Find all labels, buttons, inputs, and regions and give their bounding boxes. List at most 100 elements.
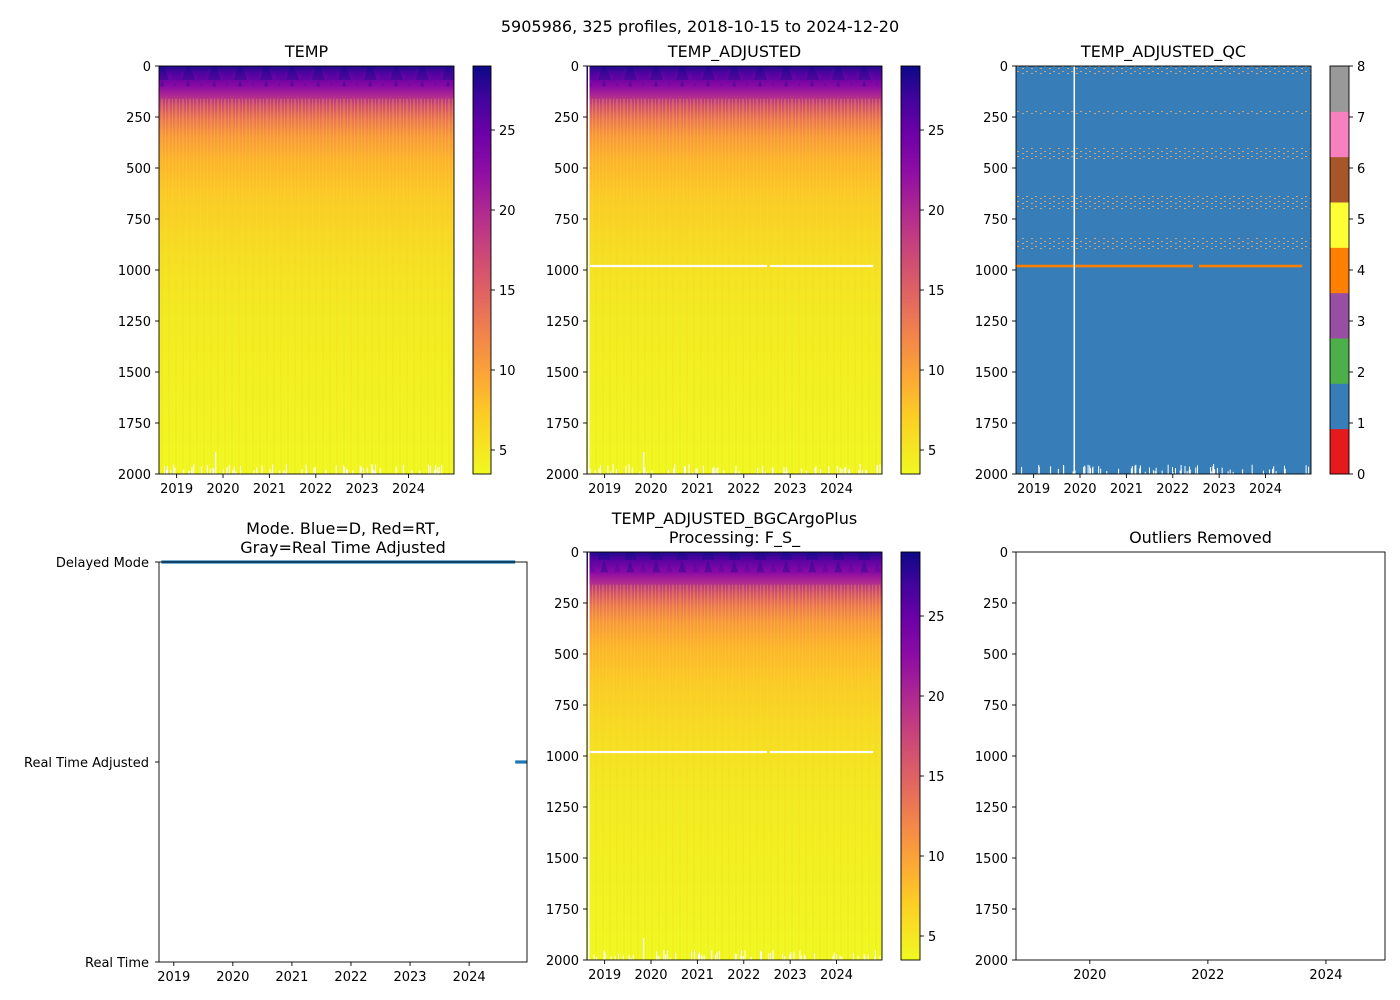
- x-tick-label: 2021: [275, 970, 308, 985]
- missing-bottom-tick: [845, 466, 847, 474]
- colorbar-frame: [472, 65, 492, 475]
- panel-mode: Mode. Blue=D, Red=RT,Gray=Real Time Adju…: [24, 519, 528, 985]
- panel-title-line: Processing: F_S_: [669, 528, 801, 548]
- x-tick-label: 2024: [1249, 482, 1282, 497]
- missing-bottom-tick: [1154, 470, 1156, 474]
- missing-bottom-tick: [630, 957, 632, 960]
- y-tick-label: 500: [983, 162, 1008, 177]
- missing-bottom-tick: [183, 469, 185, 474]
- axes-frame: [158, 561, 528, 963]
- missing-bottom-tick: [772, 468, 774, 474]
- missing-bottom-tick: [1072, 471, 1074, 474]
- x-tick-label: 2022: [727, 968, 760, 983]
- missing-bottom-tick: [1189, 469, 1191, 474]
- x-tick-label: 2021: [681, 482, 714, 497]
- missing-bottom-tick: [852, 953, 854, 960]
- missing-bottom-tick: [879, 956, 881, 960]
- y-tick-label: 0: [1000, 546, 1008, 561]
- missing-bottom-tick: [1021, 466, 1023, 474]
- y-tick-label: 1250: [975, 315, 1008, 330]
- missing-bottom-tick: [191, 467, 193, 474]
- missing-bottom-tick: [285, 464, 287, 474]
- missing-bottom-tick: [166, 469, 168, 474]
- missing-bottom-tick: [1273, 466, 1275, 474]
- missing-bottom-tick: [874, 957, 876, 960]
- missing-bottom-tick: [761, 469, 763, 474]
- missing-bottom-tick: [167, 465, 169, 474]
- panel-title-line: TEMP_ADJUSTED_BGCArgoPlus: [611, 509, 857, 529]
- colorbar-tick-label: 10: [928, 850, 945, 865]
- missing-bottom-tick: [1130, 468, 1132, 474]
- missing-bottom-tick: [1179, 470, 1181, 474]
- missing-bottom-tick: [643, 938, 645, 960]
- missing-bottom-tick: [656, 951, 658, 960]
- qc-flag8-band: [1016, 109, 1311, 116]
- missing-bottom-tick: [761, 951, 763, 960]
- missing-bottom-tick: [769, 952, 771, 960]
- y-tick-label: 250: [983, 597, 1008, 612]
- colorbar-flag-segment: [1330, 338, 1349, 384]
- missing-bottom-tick: [1180, 469, 1182, 474]
- y-tick-label: 1500: [546, 852, 579, 867]
- missing-bottom-tick: [1139, 468, 1141, 474]
- missing-bottom-tick: [253, 470, 255, 474]
- x-tick-label: 2022: [1191, 968, 1224, 983]
- panel-title: TEMP: [284, 42, 329, 61]
- missing-bottom-tick: [1262, 470, 1264, 474]
- qc-flag8-band: [1016, 194, 1311, 211]
- y-tick-label: 500: [126, 162, 151, 177]
- y-tick-label: Real Time Adjusted: [24, 756, 149, 771]
- qc-flag8-band: [1016, 237, 1311, 250]
- missing-bottom-tick: [170, 469, 172, 474]
- y-tick-label: 500: [554, 162, 579, 177]
- missing-bottom-tick: [335, 465, 337, 474]
- missing-bottom-tick: [738, 471, 740, 474]
- missing-bottom-tick: [1221, 467, 1223, 474]
- y-tick-label: 1750: [546, 417, 579, 432]
- missing-bottom-tick: [1131, 466, 1133, 474]
- y-tick-label: 1000: [975, 750, 1008, 765]
- y-tick-label: 1750: [118, 417, 151, 432]
- missing-bottom-tick: [305, 464, 307, 474]
- missing-bottom-tick: [1167, 464, 1169, 474]
- colorbar-tick-label: 6: [1357, 162, 1365, 177]
- colorbar-frame: [900, 65, 921, 475]
- x-tick-label: 2023: [1203, 482, 1236, 497]
- missing-bottom-tick: [767, 953, 769, 960]
- colorbar-flag-segment: [1330, 66, 1349, 112]
- missing-bottom-tick: [1118, 468, 1120, 474]
- missing-bottom-tick: [618, 953, 620, 960]
- figure-title: 5905986, 325 profiles, 2018-10-15 to 202…: [501, 17, 899, 36]
- colorbar-tick-label: 10: [499, 364, 516, 379]
- y-tick-label: Real Time: [85, 956, 149, 971]
- missing-bottom-tick: [861, 469, 863, 474]
- missing-bottom-tick: [604, 952, 606, 960]
- colorbar-tick-label: 0: [1357, 468, 1365, 483]
- missing-bottom-tick: [610, 956, 612, 960]
- y-tick-label: 1250: [118, 315, 151, 330]
- missing-bottom-tick: [628, 955, 630, 960]
- missing-bottom-tick: [374, 464, 376, 474]
- y-tick-label: 0: [571, 546, 579, 561]
- missing-bottom-tick: [614, 956, 616, 960]
- missing-bottom-tick: [876, 464, 878, 474]
- y-tick-label: 1000: [975, 264, 1008, 279]
- missing-bottom-tick: [841, 956, 843, 960]
- missing-bottom-tick: [235, 471, 237, 474]
- heatmap-streaks: [159, 98, 454, 474]
- missing-bottom-tick: [615, 468, 617, 474]
- colorbar-tick-label: 20: [928, 204, 945, 219]
- missing-bottom-tick: [789, 954, 791, 960]
- missing-bottom-tick: [644, 467, 646, 474]
- missing-bottom-tick: [742, 955, 744, 960]
- missing-bottom-tick: [713, 470, 715, 474]
- missing-bottom-tick: [206, 465, 208, 474]
- heatmap-streaks: [587, 584, 882, 960]
- missing-bottom-tick: [343, 465, 345, 474]
- colorbar-flag-segment: [1330, 156, 1349, 203]
- missing-bottom-tick: [363, 468, 365, 474]
- colorbar-tick-label: 20: [928, 690, 945, 705]
- heatmap-streaks: [587, 98, 882, 474]
- missing-bottom-tick: [1210, 467, 1212, 474]
- missing-bottom-tick: [669, 957, 671, 960]
